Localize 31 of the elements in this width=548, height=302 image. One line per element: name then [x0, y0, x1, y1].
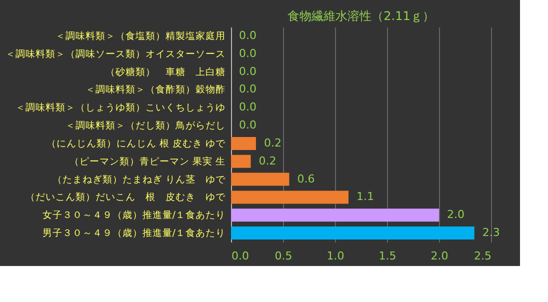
y-tick-label: ＜調味料類＞（食塩類）精製塩家庭用 — [56, 30, 226, 42]
x-tick-label: 2.5 — [474, 250, 492, 262]
y-tick-label: ＜調味料類＞（調味ソース類）オイスターソース — [6, 48, 226, 60]
x-tick-label: 1.5 — [378, 250, 396, 262]
data-label: 1.1 — [356, 190, 374, 204]
y-tick-label: （だいこん類）だいこん 根 皮むき ゆで — [26, 191, 226, 204]
chart-title: 食物繊維水溶性（2.11ｇ） — [288, 9, 434, 23]
data-label: 0.0 — [239, 82, 256, 96]
data-label: 0.6 — [297, 172, 315, 186]
y-tick-label: （たまねぎ類）たまねぎ りん茎 ゆで — [52, 173, 226, 186]
x-tick-label: 2.0 — [430, 250, 448, 262]
data-label: 0.2 — [264, 136, 282, 150]
data-label: 0.0 — [239, 46, 256, 60]
data-label: 0.0 — [239, 28, 256, 42]
x-tick-label: 0.0 — [232, 250, 249, 262]
x-tick-label: 0.5 — [274, 250, 292, 262]
y-tick-label: （ピーマン類）青ピーマン 果実 生 — [69, 155, 226, 168]
y-tick-label: （にんじん類）にんじん 根 皮むき ゆで — [46, 137, 226, 150]
y-tick-label: ＜調味料類＞（しょうゆ類）こいくちしょうゆ — [16, 102, 226, 114]
y-tick-label: 男子３０～４９（歳）推進量/１食あたり — [42, 227, 226, 240]
data-label: 0.2 — [258, 154, 276, 168]
data-label: 2.0 — [447, 208, 464, 222]
data-label: 0.0 — [239, 100, 256, 114]
data-label: 2.3 — [482, 226, 500, 240]
data-label: 0.0 — [239, 64, 256, 78]
y-tick-label: ＜調味料類＞（食酢類）穀物酢 — [86, 84, 226, 96]
y-tick-label: ＜調味料類＞（だし類）鳥がらだし — [66, 120, 226, 132]
data-label: 0.0 — [239, 118, 256, 132]
y-tick-label: （砂糖類） 車糖 上白糖 — [106, 66, 226, 78]
x-tick-label: 1.0 — [326, 250, 344, 262]
y-tick-label: 女子３０～４９（歳）推進量/１食あたり — [42, 209, 226, 222]
